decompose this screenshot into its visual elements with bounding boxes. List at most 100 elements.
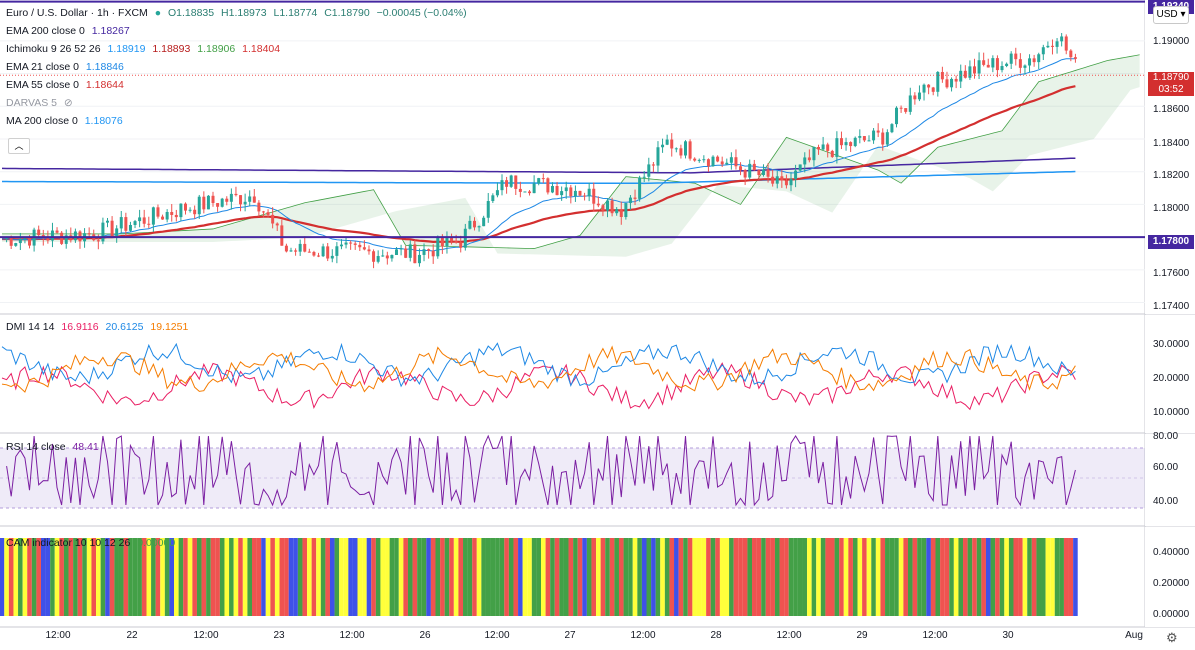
candle-body [739, 166, 743, 170]
cam-bar [1004, 538, 1009, 616]
legend-dmi[interactable]: DMI 14 14 16.9116 20.6125 19.1251 [6, 318, 192, 336]
candle-body [858, 136, 862, 138]
candle-body [1055, 41, 1059, 47]
candle-body [486, 201, 490, 218]
candle-body [633, 197, 637, 199]
cam-bar [270, 538, 275, 616]
legend-ema55[interactable]: EMA 55 close 0 1.18644 [6, 76, 128, 94]
cam-bar [329, 538, 335, 616]
cam-bar [550, 538, 555, 616]
cam-bar [45, 538, 51, 616]
price-axis[interactable]: 1.19000 1.18600 1.18400 1.18200 1.18000 … [1145, 0, 1195, 314]
legend-rsi[interactable]: RSI 14 close 48.41 [6, 438, 103, 456]
cam-bar [114, 538, 119, 616]
cam-bar [18, 538, 23, 616]
cam-bar [440, 538, 445, 616]
candle-body [303, 243, 307, 252]
legend-ichimoku[interactable]: Ichimoku 9 26 52 26 1.18919 1.18893 1.18… [6, 40, 284, 58]
candle-body [491, 195, 495, 202]
cam-bar [903, 538, 908, 616]
candle-body [908, 95, 912, 112]
candle-body [771, 176, 775, 184]
legend-ema21[interactable]: EMA 21 close 0 1.18846 [6, 58, 128, 76]
legend-ma200[interactable]: MA 200 close 0 1.18076 [6, 112, 127, 130]
candle-body [472, 220, 476, 228]
cam-bar [1073, 538, 1078, 616]
candle-body [601, 205, 605, 211]
rsi-axis[interactable]: 80.00 60.00 40.00 [1145, 431, 1195, 526]
candle-body [229, 193, 233, 202]
candle-body [1060, 36, 1064, 42]
cam-bar [40, 538, 46, 616]
cam-bar [146, 538, 152, 616]
cam-bar [513, 538, 519, 616]
cam-bar [802, 538, 808, 616]
candle-body [294, 250, 298, 252]
chevron-down-icon: ▾ [1180, 9, 1186, 20]
candle-body [661, 144, 665, 148]
cam-bar [435, 538, 441, 616]
candle-body [454, 241, 458, 243]
candle-body [794, 170, 798, 180]
cam-bar [917, 538, 922, 616]
candle-body [991, 58, 995, 68]
legend-ema200[interactable]: EMA 200 close 0 1.18267 [6, 22, 134, 40]
candle-body [417, 254, 421, 264]
cam-axis[interactable]: 0.40000 0.20000 0.00000 [1145, 527, 1195, 627]
candle-body [170, 212, 174, 215]
candle-body [931, 87, 935, 92]
cam-bar [385, 538, 390, 616]
dmi-axis[interactable]: 30.0000 20.0000 10.0000 [1145, 315, 1195, 433]
price-tick: 1.18200 [1153, 170, 1190, 181]
candle-body [761, 169, 765, 176]
cam-bar [288, 538, 294, 616]
current-price-badge: 1.18790 03:52 [1148, 72, 1194, 96]
candle-body [1050, 45, 1054, 47]
candle-body [573, 190, 577, 197]
ema21-label: EMA 21 close 0 [6, 61, 79, 73]
cam-bar [628, 538, 633, 616]
candle-body [408, 244, 412, 258]
cam-bar [206, 538, 211, 616]
candle-body [505, 180, 509, 187]
dmi-line [1, 342, 1076, 388]
legend-cam[interactable]: CAM indicator 10 10 12 26 0.00000 [6, 534, 179, 552]
gear-icon[interactable]: ⚙ [1166, 630, 1178, 645]
candle-body [427, 249, 431, 251]
cam-bar [1022, 538, 1028, 616]
candle-body [482, 217, 486, 227]
candle-body [885, 132, 889, 145]
currency-dropdown[interactable]: USD ▾ [1153, 6, 1189, 24]
candle-body [954, 78, 958, 82]
cam-bar [894, 538, 899, 616]
ichimoku-value-2: 1.18893 [152, 43, 191, 55]
cam-bar [981, 538, 986, 616]
symbol-title[interactable]: Euro / U.S. Dollar · 1h · FXCM [6, 7, 148, 19]
candle-body [1037, 54, 1041, 63]
candle-body [927, 84, 931, 88]
candle-body [1041, 47, 1045, 55]
cam-bar [719, 538, 725, 616]
hidden-eye-icon[interactable]: ⊘ [63, 97, 73, 109]
candle-body [1028, 58, 1032, 66]
candle-body [115, 228, 119, 237]
cam-bar [91, 538, 97, 616]
rsi-tick: 40.00 [1153, 496, 1179, 507]
candle-body [523, 191, 527, 193]
cam-bar [563, 538, 569, 616]
rsi-tick: 60.00 [1153, 462, 1179, 473]
candle-body [358, 244, 362, 248]
candle-body [872, 130, 876, 141]
time-axis[interactable]: 12:00 22 12:00 23 12:00 26 12:00 27 12:0… [0, 628, 1145, 650]
cam-bar [178, 538, 184, 616]
ohlc-open: O1.18835 [167, 7, 215, 19]
cam-bar [155, 538, 161, 616]
candle-body [330, 255, 334, 259]
legend-darvas[interactable]: DARVAS 5 ⊘ [6, 94, 77, 112]
collapse-legend-button[interactable]: ︿ [8, 138, 30, 154]
cam-bar [655, 538, 661, 616]
cam-bar [696, 538, 702, 616]
candle-body [156, 207, 160, 217]
dmi-value-1: 16.9116 [61, 321, 99, 333]
